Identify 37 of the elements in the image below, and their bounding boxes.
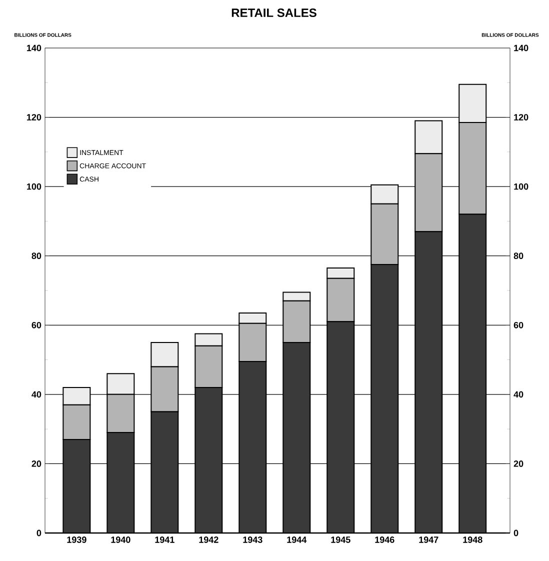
x-tick-label: 1944 xyxy=(287,536,307,543)
y-tick-label: 20 xyxy=(32,460,42,467)
bar xyxy=(106,432,135,533)
y-tick-label: 40 xyxy=(32,391,42,398)
y2-tick-label: 40 xyxy=(514,391,524,398)
bar xyxy=(458,214,487,533)
y2-tick-label: 60 xyxy=(514,322,524,328)
x-tick-label: 1942 xyxy=(199,536,218,543)
x-tick-label: 1948 xyxy=(463,536,482,543)
bar xyxy=(150,411,179,533)
bar xyxy=(282,342,311,533)
bar xyxy=(194,386,223,533)
x-tick-label: 1941 xyxy=(155,536,174,543)
y-tick-label: 80 xyxy=(32,252,42,260)
bar xyxy=(370,264,399,533)
y-tick-label: 0 xyxy=(36,530,42,536)
x-tick-label: 1947 xyxy=(419,536,438,543)
x-tick-label: 1946 xyxy=(375,536,394,543)
y2-tick-label: 140 xyxy=(514,44,528,52)
x-tick-label: 1943 xyxy=(243,536,262,543)
chart-title: RETAIL SALES xyxy=(232,8,316,18)
y-tick-label: 60 xyxy=(32,322,42,328)
x-tick-label: 1940 xyxy=(111,536,130,543)
bar xyxy=(326,321,355,533)
y2-tick-label: 0 xyxy=(514,530,518,536)
y-tick-label: 120 xyxy=(27,114,42,120)
y2-tick-label: 20 xyxy=(514,460,524,467)
bar xyxy=(62,438,91,533)
y-tick-label: 140 xyxy=(27,44,42,52)
y2-tick-label: 100 xyxy=(514,183,528,190)
y2-tick-label: 80 xyxy=(514,252,524,260)
x-tick-label: 1939 xyxy=(67,536,86,543)
y-tick-label: 100 xyxy=(27,183,42,190)
y2-tick-label: 120 xyxy=(514,114,528,120)
bar xyxy=(414,231,443,533)
bar xyxy=(238,361,267,533)
x-tick-label: 1945 xyxy=(331,536,350,543)
